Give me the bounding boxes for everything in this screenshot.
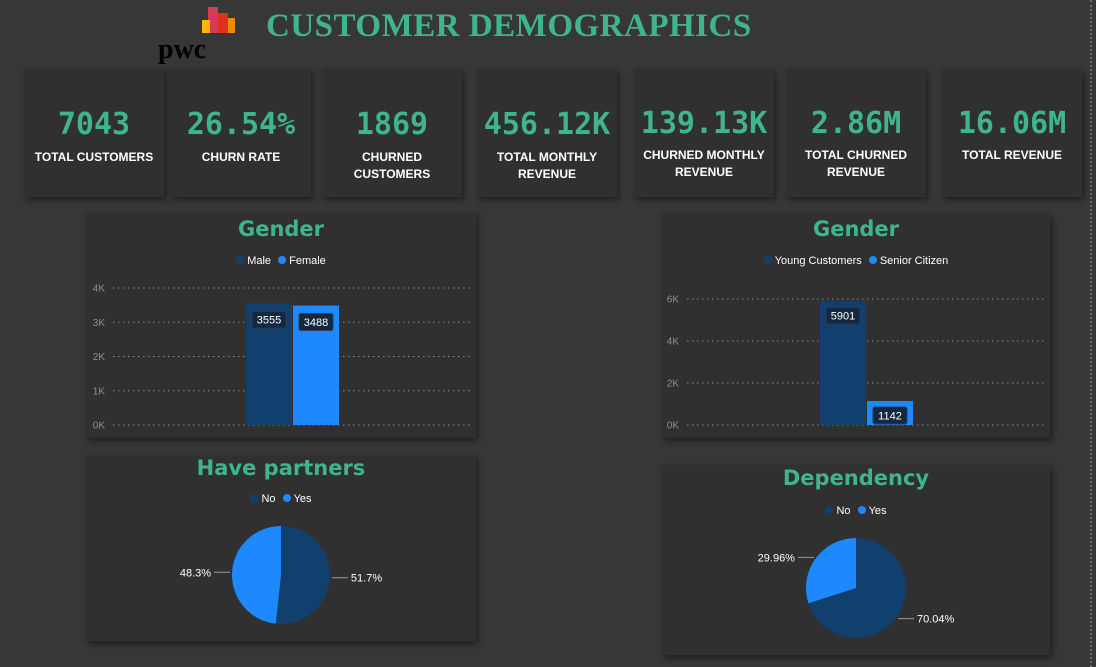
logo-block-orange-red bbox=[218, 13, 228, 33]
legend-label: Female bbox=[289, 255, 326, 267]
y-tick-label: 1K bbox=[93, 386, 106, 397]
kpi-label: CHURN RATE bbox=[201, 150, 281, 164]
legend-label: Senior Citizen bbox=[879, 255, 949, 267]
page-divider bbox=[1090, 0, 1092, 667]
kpi-value: 139.13K bbox=[640, 106, 768, 141]
age-bar-chart: 0K 2K 4K 6K 5901 1142 bbox=[667, 295, 1044, 432]
kpi-value: 2.86M bbox=[810, 106, 902, 141]
data-label: 5901 bbox=[831, 311, 855, 323]
legend-dot-icon bbox=[763, 256, 772, 264]
dependency-pie-chart-panel[interactable]: Dependency No Yes 70.04% 29.96% bbox=[662, 465, 1050, 655]
y-tick-label: 2K bbox=[93, 352, 106, 363]
y-tick-label: 4K bbox=[93, 284, 106, 295]
legend-label: No bbox=[836, 505, 851, 517]
kpi-label: TOTAL MONTHLY REVENUE bbox=[496, 150, 598, 181]
y-tick-label: 3K bbox=[93, 318, 106, 329]
kpi-label: TOTAL CHURNED REVENUE bbox=[805, 148, 907, 179]
data-label: 1142 bbox=[878, 411, 902, 423]
pwc-logo: pwc bbox=[158, 6, 238, 66]
legend-label: Male bbox=[247, 255, 272, 267]
legend-item-female[interactable]: Female bbox=[278, 255, 326, 267]
pie-slice-no bbox=[808, 538, 906, 638]
y-tick-label: 0K bbox=[667, 421, 680, 432]
kpi-value: 456.12K bbox=[483, 107, 611, 142]
kpi-card-churned-monthly-revenue[interactable]: 139.13K CHURNED MONTHLY REVENUE bbox=[634, 69, 774, 197]
y-tick-label: 4K bbox=[667, 337, 680, 348]
pie-data-label: 48.3% bbox=[180, 567, 211, 579]
legend-label: No bbox=[261, 493, 276, 505]
data-label: 3555 bbox=[257, 315, 281, 327]
chart-legend: Young Customers Senior Citizen bbox=[662, 255, 1050, 267]
legend-item-yes[interactable]: Yes bbox=[857, 505, 887, 517]
legend-item-young-customers[interactable]: Young Customers bbox=[763, 255, 862, 267]
pie-slice-yes bbox=[806, 538, 856, 604]
kpi-card-churn-rate[interactable]: 26.54% CHURN RATE bbox=[171, 69, 311, 197]
kpi-card-total-customers[interactable]: 7043 TOTAL CUSTOMERS bbox=[24, 69, 164, 197]
legend-dot-icon bbox=[282, 494, 291, 502]
chart-title: Gender bbox=[812, 217, 900, 241]
legend-item-male[interactable]: Male bbox=[236, 255, 271, 267]
kpi-label: CHURNED CUSTOMERS bbox=[353, 150, 431, 181]
data-label: 3488 bbox=[304, 317, 328, 329]
pie-data-label: 51.7% bbox=[351, 573, 382, 585]
dependency-pie-chart: 70.04% 29.96% bbox=[758, 538, 955, 638]
kpi-label: TOTAL REVENUE bbox=[961, 148, 1062, 162]
logo-text: pwc bbox=[158, 34, 207, 65]
chart-title: Dependency bbox=[782, 466, 930, 490]
pie-slice-no bbox=[275, 526, 331, 624]
legend-item-no[interactable]: No bbox=[250, 493, 276, 505]
legend-dot-icon bbox=[857, 506, 866, 514]
legend-label: Young Customers bbox=[774, 255, 862, 267]
kpi-card-total-churned-revenue[interactable]: 2.86M TOTAL CHURNED REVENUE bbox=[786, 69, 926, 197]
y-tick-label: 2K bbox=[667, 379, 680, 390]
kpi-card-total-monthly-revenue[interactable]: 456.12K TOTAL MONTHLY REVENUE bbox=[477, 69, 617, 197]
kpi-card-churned-customers[interactable]: 1869 CHURNED CUSTOMERS bbox=[322, 69, 462, 197]
chart-title: Gender bbox=[237, 217, 325, 241]
gender-bar-chart: 0K 1K 2K 3K 4K 3555 3488 bbox=[93, 284, 470, 432]
age-bar-chart-panel[interactable]: Gender Young Customers Senior Citizen 0K… bbox=[662, 213, 1050, 438]
pie-data-label: 70.04% bbox=[917, 614, 955, 626]
legend-label: Yes bbox=[293, 493, 312, 505]
data-label-box bbox=[251, 310, 287, 329]
legend-dot-icon bbox=[250, 494, 259, 502]
legend-dot-icon bbox=[868, 256, 877, 264]
logo-block-orange bbox=[228, 18, 235, 33]
kpi-label: TOTAL CUSTOMERS bbox=[34, 150, 154, 164]
kpi-value: 16.06M bbox=[957, 106, 1067, 141]
legend-dot-icon bbox=[236, 256, 245, 264]
legend-item-senior-citizen[interactable]: Senior Citizen bbox=[868, 255, 949, 267]
legend-item-no[interactable]: No bbox=[825, 505, 851, 517]
data-label-box bbox=[298, 313, 334, 332]
y-tick-label: 6K bbox=[667, 295, 680, 306]
logo-block-red bbox=[208, 7, 218, 33]
pie-data-label: 29.96% bbox=[758, 552, 796, 564]
kpi-value: 1869 bbox=[355, 107, 429, 142]
legend-dot-icon bbox=[825, 506, 834, 514]
legend-item-yes[interactable]: Yes bbox=[282, 493, 312, 505]
chart-title: Have partners bbox=[196, 456, 366, 480]
chart-legend: No Yes bbox=[662, 505, 1050, 517]
legend-dot-icon bbox=[278, 256, 287, 264]
kpi-value: 7043 bbox=[57, 107, 131, 142]
partners-pie-chart-panel[interactable]: Have partners No Yes 51.7% 48.3% bbox=[86, 455, 476, 641]
partners-pie-chart: 51.7% 48.3% bbox=[180, 526, 382, 624]
logo-block-yellow bbox=[202, 20, 210, 33]
page-title: CUSTOMER DEMOGRAPHICS bbox=[266, 8, 752, 44]
kpi-card-total-revenue[interactable]: 16.06M TOTAL REVENUE bbox=[942, 69, 1082, 197]
chart-legend: No Yes bbox=[86, 493, 476, 505]
pie-slice-yes bbox=[232, 526, 281, 624]
legend-label: Yes bbox=[868, 505, 887, 517]
data-label-box bbox=[872, 406, 908, 425]
chart-legend: Male Female bbox=[86, 255, 476, 267]
gender-bar-chart-panel[interactable]: Gender Male Female 0K 1K 2K 3K 4K 3555 3488 bbox=[86, 213, 476, 438]
kpi-label: CHURNED MONTHLY REVENUE bbox=[643, 148, 765, 179]
kpi-value: 26.54% bbox=[186, 107, 296, 142]
data-label-box bbox=[825, 306, 861, 325]
y-tick-label: 0K bbox=[93, 421, 106, 432]
